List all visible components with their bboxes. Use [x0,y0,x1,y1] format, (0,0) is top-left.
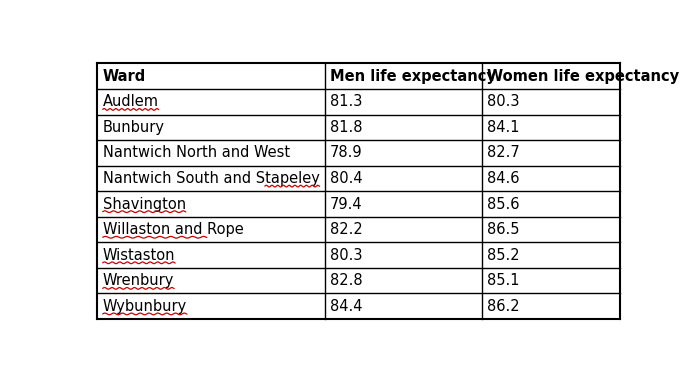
Text: 79.4: 79.4 [330,197,363,211]
Text: Bunbury: Bunbury [103,120,164,135]
Text: Ward: Ward [103,69,146,84]
Text: Audlem: Audlem [103,94,159,109]
Text: 81.3: 81.3 [330,94,363,109]
Text: 78.9: 78.9 [330,145,363,160]
Text: 85.1: 85.1 [487,273,519,288]
Text: Women life expectancy: Women life expectancy [487,69,679,84]
Text: 84.6: 84.6 [487,171,519,186]
Text: Willaston and Rope: Willaston and Rope [103,222,244,237]
Text: Men life expectancy: Men life expectancy [330,69,496,84]
Text: Nantwich North and West: Nantwich North and West [103,145,290,160]
Text: 81.8: 81.8 [330,120,363,135]
Text: 85.6: 85.6 [487,197,519,211]
Text: 86.2: 86.2 [487,299,519,314]
Text: 85.2: 85.2 [487,248,519,263]
Text: 80.3: 80.3 [330,248,363,263]
Text: 82.8: 82.8 [330,273,363,288]
Text: 84.4: 84.4 [330,299,363,314]
Text: Wistaston: Wistaston [103,248,175,263]
Text: Nantwich South and Stapeley: Nantwich South and Stapeley [103,171,320,186]
Text: Shavington: Shavington [103,197,186,211]
Text: 86.5: 86.5 [487,222,519,237]
Text: 82.7: 82.7 [487,145,520,160]
Text: 80.4: 80.4 [330,171,363,186]
Text: 80.3: 80.3 [487,94,519,109]
Text: 82.2: 82.2 [330,222,363,237]
Text: 84.1: 84.1 [487,120,519,135]
Text: Wrenbury: Wrenbury [103,273,174,288]
Text: Wybunbury: Wybunbury [103,299,187,314]
